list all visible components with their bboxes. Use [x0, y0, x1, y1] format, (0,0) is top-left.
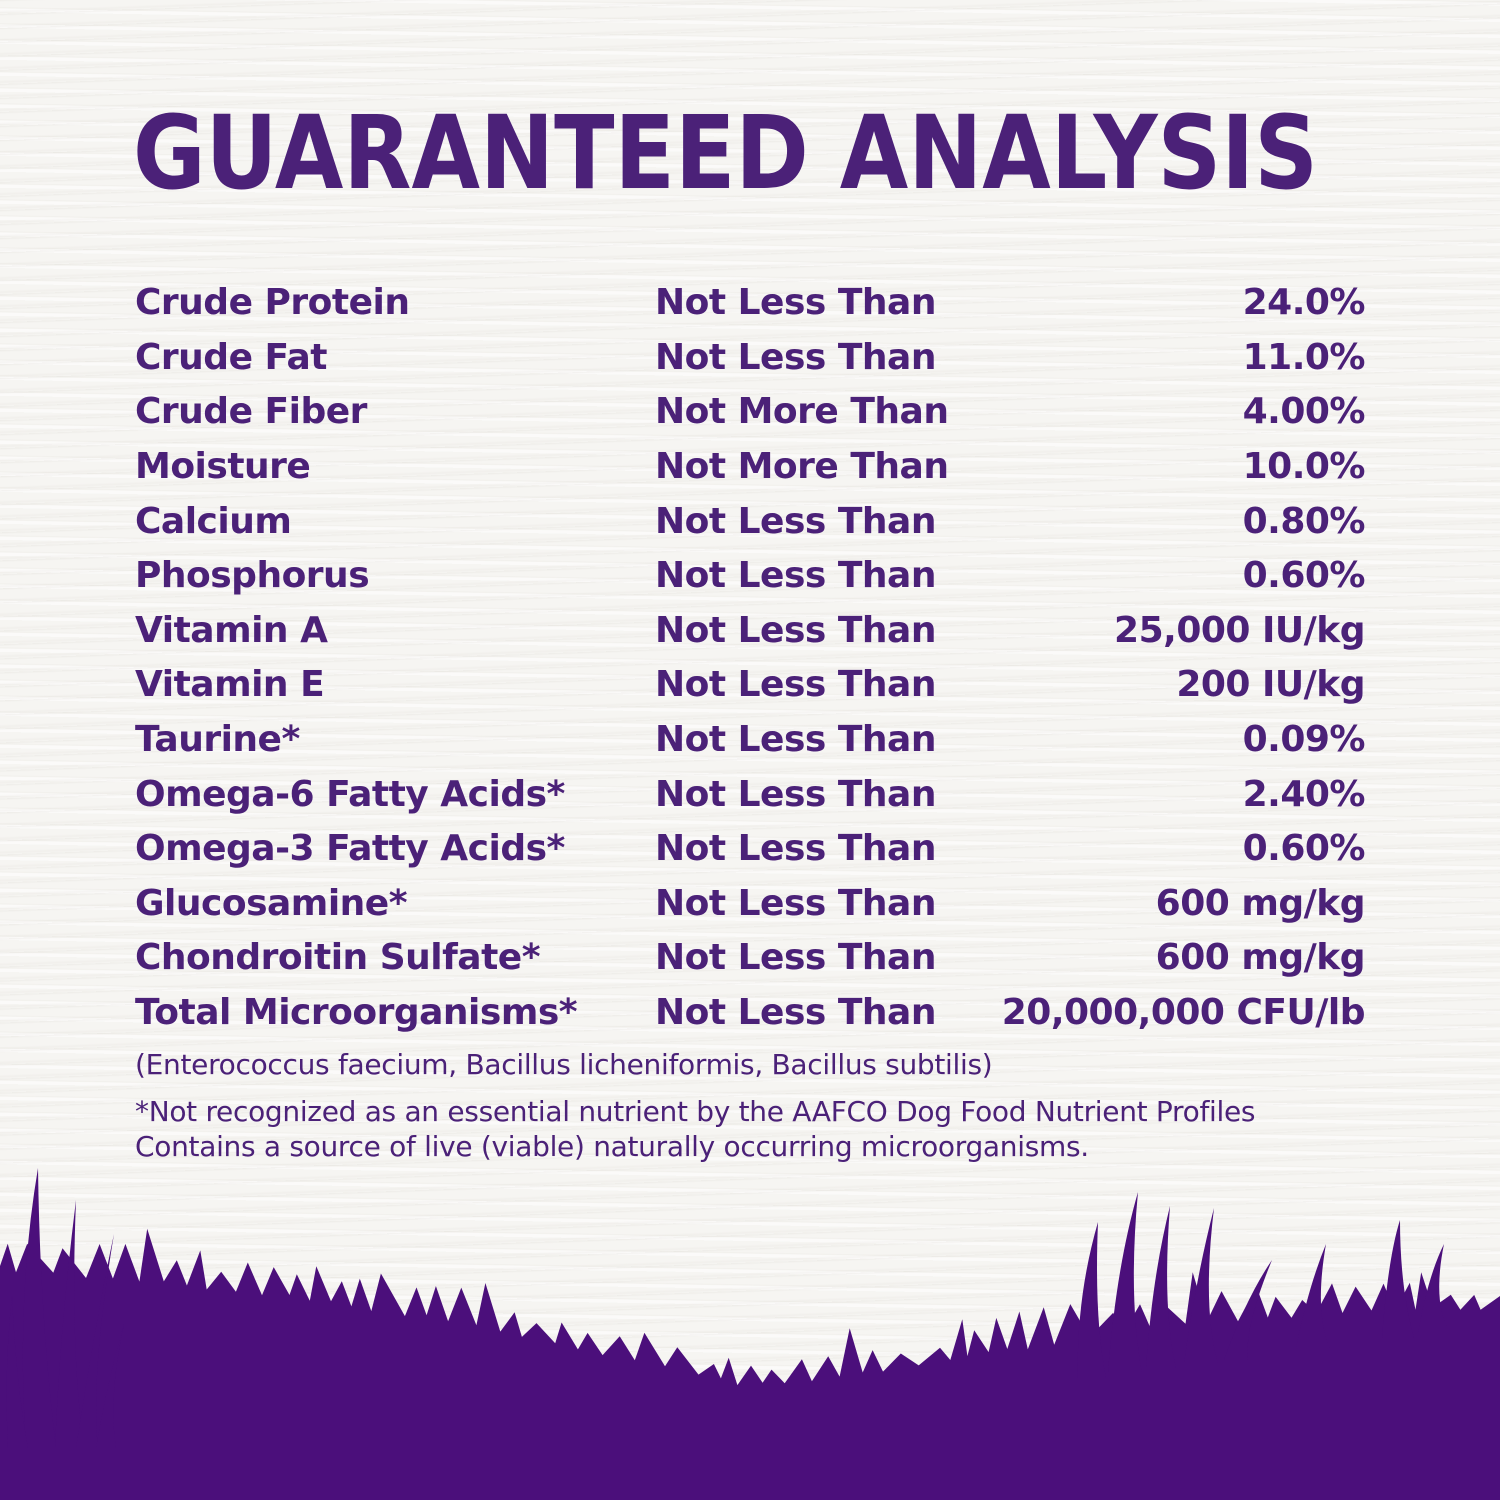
qualifier: Not Less Than — [655, 719, 936, 761]
table-row: Omega-6 Fatty Acids* Not Less Than 2.40% — [135, 767, 1366, 822]
grass-blade — [96, 1324, 124, 1448]
grass-blade — [1184, 1208, 1218, 1363]
grass-mound — [0, 1228, 1500, 1500]
nutrient-name: Chondroitin Sulfate* — [135, 937, 541, 979]
grass-blade — [1418, 1244, 1450, 1333]
title-svg: GUARANTEED ANALYSIS — [133, 103, 1318, 213]
table-row: Vitamin A Not Less Than 25,000 IU/kg — [135, 604, 1366, 659]
table-row: Phosphorus Not Less Than 0.60% — [135, 549, 1366, 604]
nutrient-name: Crude Protein — [135, 282, 410, 324]
qualifier: Not Less Than — [655, 664, 936, 706]
table-row: Chondroitin Sulfate* Not Less Than 600 m… — [135, 931, 1366, 986]
value: 20,000,000 CFU/lb — [1001, 992, 1366, 1034]
qualifier: Not Less Than — [655, 773, 936, 815]
grass-blade — [22, 1168, 56, 1448]
nutrient-name: Crude Fiber — [135, 391, 367, 433]
value: 0.80% — [1242, 500, 1366, 542]
qualifier: Not More Than — [655, 446, 949, 488]
page-title: GUARANTEED ANALYSIS — [133, 103, 1323, 213]
value: 0.60% — [1242, 555, 1366, 597]
value: 25,000 IU/kg — [1114, 609, 1365, 651]
table-row: Taurine* Not Less Than 0.09% — [135, 713, 1366, 768]
table-row: Total Microorganisms* Not Less Than 20,0… — [135, 986, 1366, 1041]
qualifier: Not Less Than — [655, 882, 936, 924]
nutrient-name: Omega-6 Fatty Acids* — [135, 773, 565, 815]
grass-blade — [1146, 1206, 1176, 1368]
qualifier: Not Less Than — [655, 336, 936, 378]
table-row: Vitamin E Not Less Than 200 IU/kg — [135, 658, 1366, 713]
qualifier: Not Less Than — [655, 992, 936, 1034]
table-row: Moisture Not More Than 10.0% — [135, 440, 1366, 495]
value: 600 mg/kg — [1155, 937, 1366, 979]
grass-blade — [1077, 1222, 1106, 1378]
page-title-text: GUARANTEED ANALYSIS — [133, 103, 1318, 213]
grass-blade — [76, 1234, 114, 1448]
nutrient-name: Vitamin E — [135, 664, 325, 706]
nutrient-name: Moisture — [135, 446, 311, 488]
nutrient-name: Total Microorganisms* — [135, 992, 578, 1034]
table-row: Crude Fiber Not More Than 4.00% — [135, 385, 1366, 440]
grass-blade — [6, 1296, 29, 1448]
analysis-table: Crude Protein Not Less Than 24.0% Crude … — [135, 276, 1366, 1041]
qualifier: Not Less Than — [655, 282, 936, 324]
qualifier: Not Less Than — [655, 609, 936, 651]
table-row: Crude Protein Not Less Than 24.0% — [135, 276, 1366, 331]
nutrient-name: Glucosamine* — [135, 882, 408, 924]
microorganisms-note: (Enterococcus faecium, Bacillus lichenif… — [135, 1048, 993, 1081]
footnote-line-2: Contains a source of live (viable) natur… — [135, 1130, 1089, 1163]
grass-silhouette — [0, 1168, 1500, 1500]
value: 4.00% — [1242, 391, 1366, 433]
nutrient-name: Crude Fat — [135, 336, 328, 378]
value: 24.0% — [1242, 282, 1366, 324]
nutrient-name: Taurine* — [135, 719, 300, 761]
qualifier: Not Less Than — [655, 555, 936, 597]
table-row: Glucosamine* Not Less Than 600 mg/kg — [135, 877, 1366, 932]
grass-blade — [1296, 1244, 1330, 1348]
table-row: Omega-3 Fatty Acids* Not Less Than 0.60% — [135, 822, 1366, 877]
nutrient-name: Calcium — [135, 500, 292, 542]
value: 2.40% — [1242, 773, 1366, 815]
nutrient-name: Omega-3 Fatty Acids* — [135, 828, 565, 870]
table-row: Calcium Not Less Than 0.80% — [135, 494, 1366, 549]
qualifier: Not Less Than — [655, 937, 936, 979]
value: 200 IU/kg — [1176, 664, 1365, 706]
nutrient-name: Vitamin A — [135, 609, 328, 651]
grass-blade — [1108, 1192, 1142, 1373]
nutrient-name: Phosphorus — [135, 555, 370, 597]
value: 10.0% — [1242, 446, 1366, 488]
footnote-line-1: *Not recognized as an essential nutrient… — [135, 1095, 1256, 1128]
value: 11.0% — [1242, 336, 1366, 378]
table-row: Crude Fat Not Less Than 11.0% — [135, 331, 1366, 386]
qualifier: Not Less Than — [655, 828, 936, 870]
value: 600 mg/kg — [1155, 882, 1366, 924]
value: 0.60% — [1242, 828, 1366, 870]
grass-blade — [55, 1200, 84, 1448]
grass-blade — [1382, 1220, 1414, 1338]
qualifier: Not More Than — [655, 391, 949, 433]
grass-blade — [1224, 1260, 1272, 1360]
aafco-footnote: *Not recognized as an essential nutrient… — [135, 1094, 1255, 1164]
value: 0.09% — [1242, 719, 1366, 761]
qualifier: Not Less Than — [655, 500, 936, 542]
